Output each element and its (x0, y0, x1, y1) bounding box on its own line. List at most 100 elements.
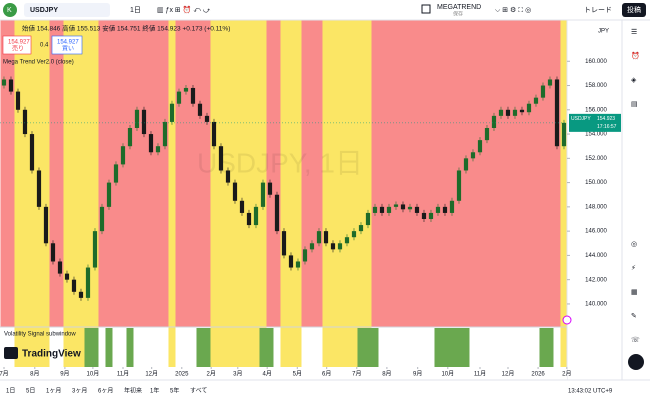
signal-bar (196, 328, 211, 367)
x-tick-label: 10月 (441, 371, 454, 378)
candle (463, 158, 469, 171)
y-tick-label: 154.000 (585, 132, 607, 138)
candle (295, 261, 301, 268)
symbol: USDJPY (30, 7, 58, 14)
header-icons[interactable]: ⌵ ⊞ ⚙ ⛶ ◎ (495, 6, 531, 14)
symbol-legend: 始値 154.846 高値 155.513 安値 154.751 終値 154.… (22, 24, 230, 33)
candle (22, 109, 28, 135)
candle (99, 206, 105, 232)
candle (246, 212, 252, 226)
toolbar-icons[interactable]: ▥ ƒx ⊞ ⏰ ⤺ ⤻ (157, 5, 211, 14)
candle (239, 200, 245, 213)
candle (337, 243, 343, 250)
buy-button[interactable] (51, 35, 83, 55)
trend-band (14, 20, 50, 327)
candle (442, 206, 448, 213)
candle (274, 194, 280, 232)
x-tick-label: 12月 (145, 371, 158, 378)
right-toolbar (622, 21, 650, 380)
x-tick-label: 2月 (207, 371, 216, 378)
range-button[interactable]: すべて (190, 388, 207, 395)
layout-name[interactable]: MEGATREND (437, 4, 481, 11)
signal-bar (357, 328, 379, 367)
tool-icons[interactable]: ▦ (631, 289, 638, 296)
tool-icons[interactable]: ▤ (631, 101, 638, 108)
tool-icons[interactable]: ⏰ (631, 51, 640, 60)
candle (498, 109, 504, 116)
candle (169, 103, 175, 122)
trade[interactable]: トレード (584, 7, 612, 14)
trend-band (175, 20, 211, 327)
menu-button[interactable] (628, 354, 644, 370)
range-button[interactable]: 5日 (26, 388, 35, 395)
candle (519, 109, 525, 113)
x-tick-label: 12月 (502, 371, 515, 378)
range-button[interactable]: 1ヶ月 (46, 388, 61, 395)
trend-band (63, 20, 99, 327)
tool-icons[interactable]: ◈ (631, 77, 637, 84)
sell-button[interactable] (2, 35, 32, 55)
tool-icons[interactable]: ◎ (631, 241, 637, 248)
trend-band (98, 20, 169, 327)
candle (64, 273, 70, 280)
signal-band (560, 327, 568, 367)
y-tick-label: 152.000 (585, 156, 607, 162)
brand-icon (4, 347, 18, 359)
last-price: 154.923 (597, 116, 615, 122)
candle (435, 206, 441, 213)
range-button[interactable]: 1年 (150, 387, 159, 395)
x-tick-label: 7月 (352, 371, 361, 378)
signal-bar (539, 328, 554, 367)
candle (113, 164, 119, 183)
candle (309, 243, 315, 250)
candle (414, 206, 420, 213)
candle (386, 206, 392, 213)
x-tick-label: 10月 (87, 371, 100, 378)
signal-band (210, 327, 267, 367)
candle (379, 206, 385, 213)
x-tick-label: 8月 (30, 371, 39, 378)
save[interactable]: 保存 (453, 10, 463, 17)
signal-band (280, 327, 302, 367)
signal-bar (434, 328, 470, 367)
y-tick-label: 140.000 (585, 302, 607, 308)
candle (421, 212, 427, 220)
indicator-name: Mega Trend Ver2.0 (close) (3, 60, 74, 66)
range-button[interactable]: 1日 (6, 388, 15, 395)
x-tick-label: 2025 (175, 372, 189, 378)
candle (29, 134, 35, 171)
signal-bar (105, 328, 113, 367)
range-button[interactable]: 6ヶ月 (98, 388, 113, 395)
symbol-box[interactable] (24, 3, 110, 17)
range-button[interactable]: 5年 (170, 387, 179, 395)
candle (253, 206, 259, 226)
tool-icons[interactable]: ☰ (631, 29, 637, 36)
range-button[interactable]: 3ヶ月 (72, 388, 87, 395)
candle (204, 115, 210, 122)
tool-icons[interactable]: ✎ (631, 313, 637, 320)
candle (351, 231, 357, 238)
candle (162, 121, 168, 147)
y-tick-label: 160.000 (585, 59, 607, 65)
candle (78, 291, 84, 298)
candle (400, 204, 406, 210)
time-axis (0, 367, 567, 380)
x-tick-label: 5月 (293, 371, 302, 378)
candle (1, 79, 7, 86)
avatar[interactable] (3, 3, 17, 17)
tool-icons[interactable]: ⚡ (631, 264, 636, 272)
candle (365, 212, 371, 226)
candle (225, 170, 231, 183)
trend-band (0, 20, 15, 327)
interval[interactable]: 1日 (130, 6, 141, 14)
candle (470, 152, 476, 159)
layout-icon (421, 4, 431, 14)
trend-band (371, 20, 561, 327)
tool-icons[interactable]: ☏ (631, 336, 640, 344)
candle (148, 134, 154, 153)
plot: USDJPY, 1日 160.000 158.000 156.000 154.000 15… (0, 20, 622, 380)
range-button[interactable]: 年初来 (124, 387, 142, 395)
publish-button[interactable] (622, 3, 646, 17)
candle (176, 91, 182, 104)
